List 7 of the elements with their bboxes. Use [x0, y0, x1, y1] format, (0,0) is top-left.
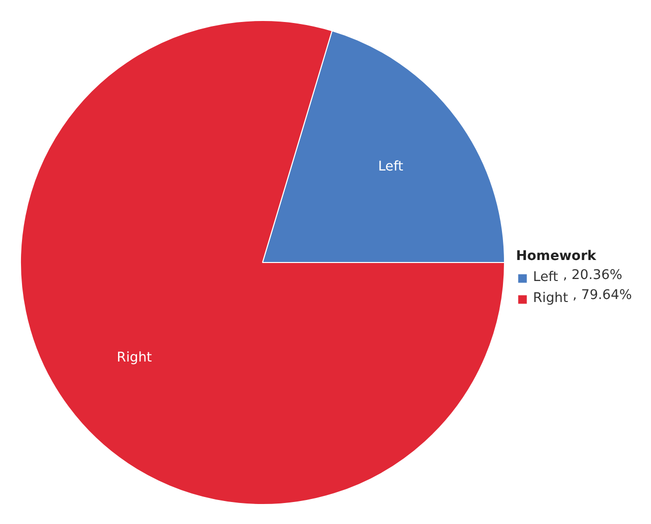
slice-label: Right	[116, 350, 152, 366]
legend-label: Right	[533, 291, 568, 306]
data-label: , 20.36%	[563, 268, 622, 283]
slice-label: Left	[378, 160, 404, 175]
legend-label: Left	[533, 270, 558, 285]
data-label: , 79.64%	[572, 288, 632, 303]
legend-title: Homework	[516, 249, 596, 264]
